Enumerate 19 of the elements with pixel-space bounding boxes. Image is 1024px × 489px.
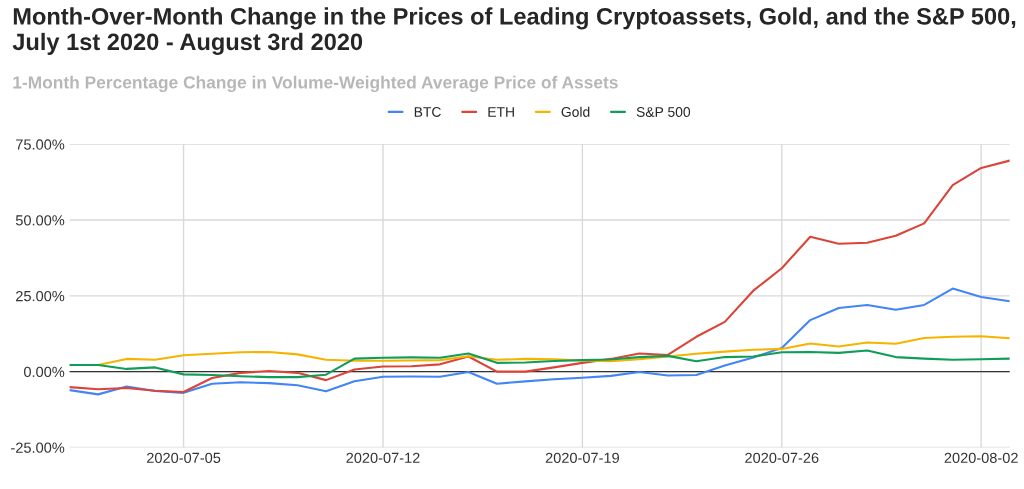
x-tick-label: 2020-07-26 [745, 452, 819, 464]
legend-label: BTC [414, 107, 441, 117]
chart-title: Month-Over-Month Change in the Prices of Leading Cryptoassets, Gold, and the S&P 500, July 1st 2020 - August 3rd 2020 [12, 7, 1016, 55]
chart-subtitle: 1-Month Percentage Change in Volume-Weighted Average Price of Assets [13, 75, 618, 93]
x-tick-label: 2020-08-02 [944, 452, 1018, 464]
legend-label: S&P 500 [636, 107, 691, 117]
y-tick-label: 0.00% [23, 366, 65, 378]
line-series [69, 349, 1010, 379]
line-series [69, 287, 1010, 396]
x-tick-label: 2020-07-19 [545, 452, 619, 464]
line-series [69, 159, 1010, 393]
y-tick-label: 25.00% [16, 290, 65, 302]
x-tick-label: 2020-07-12 [346, 452, 420, 464]
y-tick-label: -25.00% [11, 442, 65, 453]
x-tick-label: 2020-07-05 [147, 452, 221, 464]
y-tick-label: 50.00% [15, 215, 65, 226]
legend-label: Gold [561, 106, 590, 117]
legend-label: ETH [488, 107, 514, 117]
y-tick-label: 75.00% [16, 139, 65, 150]
